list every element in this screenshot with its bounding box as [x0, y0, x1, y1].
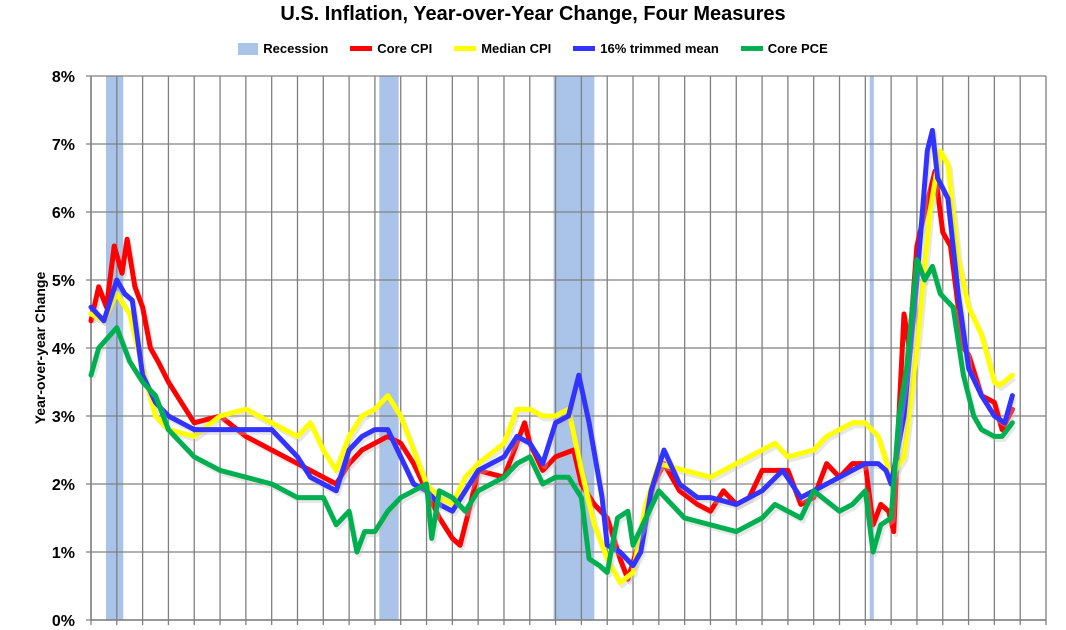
legend-label: Recession	[263, 41, 329, 56]
y-tick-label: 1%	[52, 545, 75, 562]
legend-label: 16% trimmed mean	[600, 41, 719, 56]
legend-item-core-pce: Core PCE	[740, 41, 828, 56]
legend-swatch	[238, 42, 259, 55]
legend-swatch	[454, 46, 477, 51]
y-tick-label: 5%	[52, 273, 75, 290]
legend-label: Core PCE	[767, 41, 828, 56]
series-line-16-trimmed-mean	[88, 127, 1015, 569]
legend-item-recession: Recession	[238, 41, 328, 56]
legend-swatch	[740, 46, 763, 51]
legend-swatch	[573, 46, 596, 51]
series-line-core-cpi	[88, 168, 1015, 582]
y-tick-label: 4%	[52, 341, 75, 358]
y-tick-label: 3%	[52, 409, 75, 426]
legend-item-trimmed-mean: 16% trimmed mean	[573, 41, 719, 56]
y-tick-label: 8%	[52, 69, 75, 86]
y-tick-label: 0%	[52, 613, 75, 630]
series-line-core-pce	[88, 257, 1015, 575]
y-tick-label: 6%	[52, 205, 75, 222]
y-tick-label: 2%	[52, 477, 75, 494]
legend-swatch	[350, 46, 373, 51]
legend-label: Core CPI	[377, 41, 433, 56]
legend-item-median-cpi: Median CPI	[454, 41, 551, 56]
legend-label: Median CPI	[481, 41, 552, 56]
chart-title: U.S. Inflation, Year-over-Year Change, F…	[280, 3, 786, 25]
legend-item-core-cpi: Core CPI	[350, 41, 432, 56]
y-tick-label: 7%	[52, 137, 75, 154]
legend: Recession Core CPI Median CPI 16% trimme…	[0, 41, 1066, 56]
